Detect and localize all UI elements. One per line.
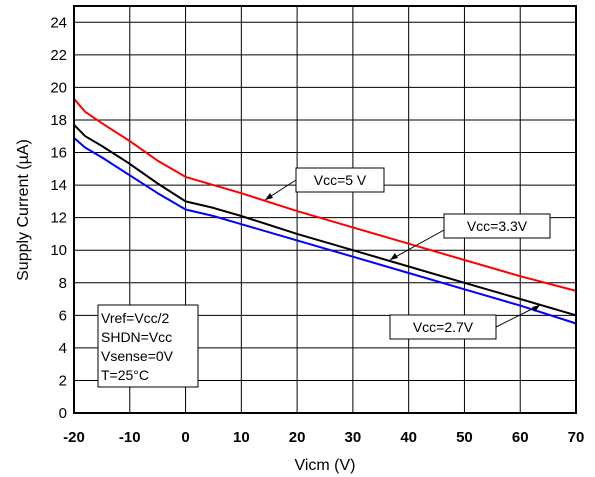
condition-vref: Vref=Vcc/2 bbox=[101, 310, 170, 326]
y-tick-label: 16 bbox=[50, 145, 67, 162]
y-tick-label: 12 bbox=[50, 210, 67, 227]
x-tick-labels: -20 -10 0 10 20 30 40 50 60 70 bbox=[63, 429, 584, 446]
y-tick-label: 2 bbox=[59, 372, 67, 389]
callout-box-vcc-2-7v bbox=[389, 314, 497, 340]
callout-arrowhead-vcc-2-7v bbox=[532, 305, 540, 312]
callout-leader-vcc-3-3v bbox=[389, 229, 445, 261]
callout-text-vcc-3-3v: Vcc=3.3V bbox=[467, 218, 528, 234]
y-tick-label: 14 bbox=[50, 177, 67, 194]
callout-box-vcc-3-3v bbox=[443, 213, 551, 239]
y-tick-label: 10 bbox=[50, 242, 67, 259]
series-line-2 bbox=[73, 137, 577, 325]
callout-text-vcc-2-7v: Vcc=2.7V bbox=[413, 319, 474, 335]
series-line-1 bbox=[73, 124, 577, 317]
callout-arrowhead-vcc-3-3v bbox=[390, 253, 398, 260]
x-tick-label: 10 bbox=[233, 429, 250, 446]
y-tick-label: 0 bbox=[59, 405, 67, 422]
series-lines bbox=[73, 98, 577, 325]
x-tick-label: 0 bbox=[181, 429, 189, 446]
condition-vsense: Vsense=0V bbox=[101, 348, 174, 364]
x-tick-label: 40 bbox=[400, 429, 417, 446]
callout-vcc-2-7v: Vcc=2.7V bbox=[389, 304, 541, 340]
x-tick-label: 60 bbox=[512, 429, 529, 446]
x-tick-label: 20 bbox=[289, 429, 306, 446]
callout-box-vcc-5v bbox=[295, 167, 385, 193]
callout-vcc-5v: Vcc=5 V bbox=[264, 167, 385, 201]
y-tick-label: 24 bbox=[50, 14, 67, 31]
conditions-box: Vref=Vcc/2 SHDN=Vcc Vsense=0V T=25°C bbox=[97, 304, 199, 388]
callout-leader-vcc-2-7v bbox=[495, 304, 541, 328]
y-tick-label: 4 bbox=[59, 340, 67, 357]
y-tick-label: 18 bbox=[50, 112, 67, 129]
y-tick-label: 6 bbox=[59, 307, 67, 324]
x-tick-label: 50 bbox=[456, 429, 473, 446]
x-tick-label: 30 bbox=[345, 429, 362, 446]
callout-text-vcc-5v: Vcc=5 V bbox=[314, 172, 367, 188]
y-tick-label: 8 bbox=[59, 275, 67, 292]
x-tick-label: -20 bbox=[63, 429, 85, 446]
x-tick-label: -10 bbox=[119, 429, 141, 446]
plot-frame bbox=[73, 5, 577, 414]
condition-temperature: T=25°C bbox=[101, 367, 149, 383]
y-tick-label: 20 bbox=[50, 79, 67, 96]
series-line-0 bbox=[73, 98, 577, 292]
callout-vcc-3-3v: Vcc=3.3V bbox=[389, 213, 551, 261]
callout-arrowhead-vcc-5v bbox=[265, 193, 273, 200]
conditions-frame bbox=[97, 304, 199, 388]
condition-shdn: SHDN=Vcc bbox=[101, 329, 172, 345]
y-tick-label: 22 bbox=[50, 47, 67, 64]
x-tick-label: 70 bbox=[568, 429, 585, 446]
y-axis-title: Supply Current (µA) bbox=[15, 139, 32, 281]
x-axis-title: Vicm (V) bbox=[294, 457, 355, 474]
